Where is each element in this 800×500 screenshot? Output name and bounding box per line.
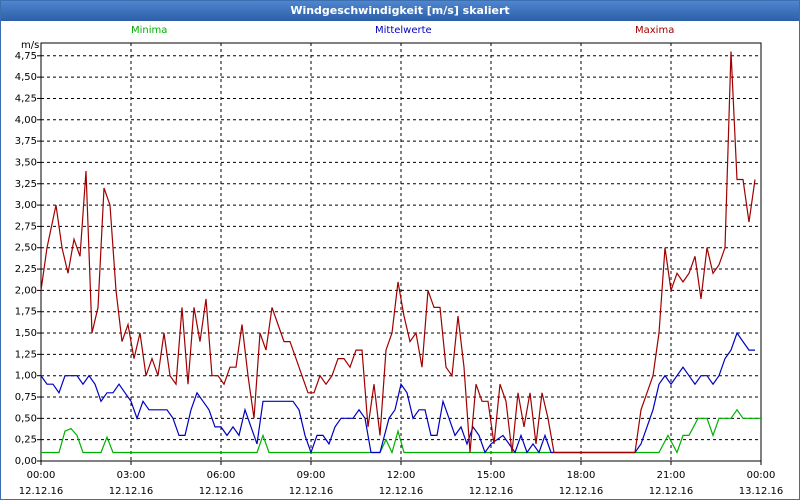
x-tick-label-time: 09:00 (297, 470, 326, 481)
y-tick-label: 1,50 (15, 328, 37, 339)
x-tick-label-date: 12.12.16 (289, 486, 334, 497)
legend-mittelwerte: Mittelwerte (375, 25, 432, 36)
y-tick-label: 3,75 (15, 136, 37, 147)
x-tick-label-date: 13.12.16 (739, 486, 784, 497)
y-tick-label: 4,50 (15, 72, 37, 83)
x-tick-label-date: 12.12.16 (469, 486, 514, 497)
x-tick-label-date: 12.12.16 (19, 486, 64, 497)
y-tick-label: 1,25 (15, 349, 37, 360)
mittelwerte-line (40, 331, 755, 455)
y-tick-label: 4,00 (15, 115, 37, 126)
x-tick-label-time: 21:00 (657, 470, 686, 481)
y-tick-label: 4,25 (15, 93, 37, 104)
y-tick-label: 0,75 (15, 392, 37, 403)
minima-line (41, 408, 761, 455)
y-tick-label: 3,25 (15, 179, 37, 190)
y-tick-label: 2,50 (15, 243, 37, 254)
y-tick-label: 1,75 (15, 307, 37, 318)
y-tick-label: 4,75 (15, 51, 37, 62)
y-tick-label: 2,25 (15, 264, 37, 275)
x-tick-label-date: 12.12.16 (199, 486, 244, 497)
y-tick-label: 1,00 (15, 371, 37, 382)
maxima-line (40, 51, 756, 454)
legend-maxima: Maxima (635, 25, 675, 36)
x-tick-label-date: 12.12.16 (649, 486, 694, 497)
x-tick-label-date: 12.12.16 (109, 486, 154, 497)
y-tick-label: 2,75 (15, 221, 37, 232)
y-tick-label: 3,00 (15, 200, 37, 211)
x-tick-label-time: 18:00 (567, 470, 596, 481)
legend-minima: Minima (131, 25, 168, 36)
x-tick-label-time: 06:00 (207, 470, 236, 481)
y-tick-label: 2,00 (15, 285, 37, 296)
x-tick-label-time: 15:00 (477, 470, 506, 481)
x-tick-label-time: 00:00 (747, 470, 776, 481)
x-tick-label-time: 00:00 (27, 470, 56, 481)
x-tick-label-time: 03:00 (117, 470, 146, 481)
x-tick-label-date: 12.12.16 (559, 486, 604, 497)
y-tick-label: 0,50 (15, 413, 37, 424)
y-axis-label: m/s (21, 40, 39, 51)
window-title: Windgeschwindigkeit [m/s] skaliert (1, 1, 799, 21)
y-tick-label: 0,00 (15, 456, 37, 467)
y-tick-label: 0,25 (15, 435, 37, 446)
x-tick-label-date: 12.12.16 (379, 486, 424, 497)
x-tick-label-time: 12:00 (387, 470, 416, 481)
y-tick-label: 3,50 (15, 157, 37, 168)
